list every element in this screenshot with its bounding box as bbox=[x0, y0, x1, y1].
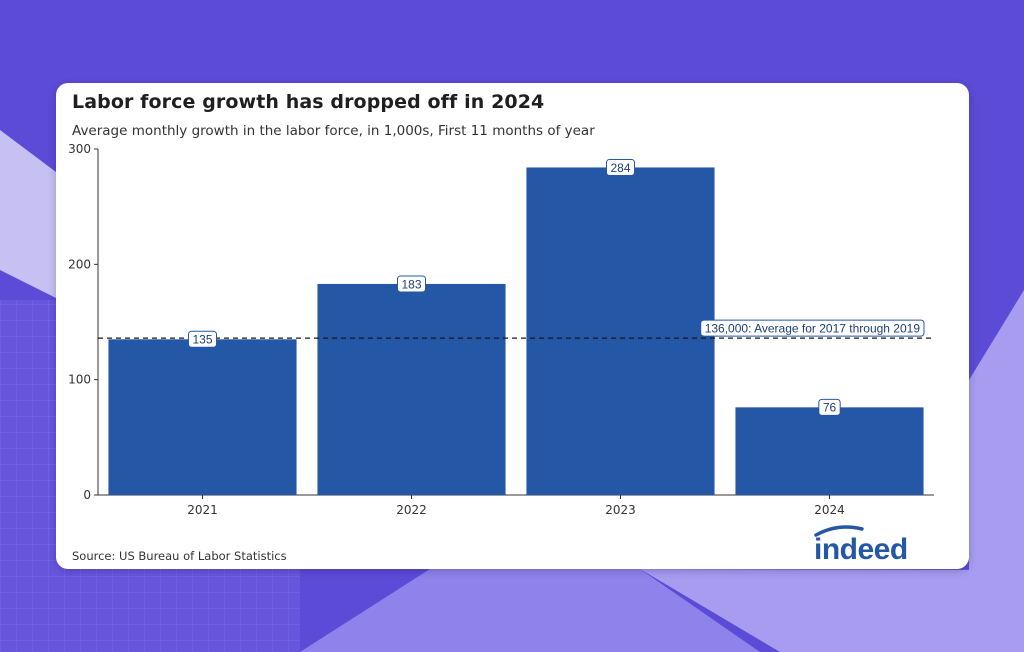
data-label-2024: 76 bbox=[818, 398, 841, 416]
x-tick-label-2023: 2023 bbox=[605, 503, 636, 517]
data-label-2021-text: 135 bbox=[192, 333, 212, 347]
data-label-2023-text: 284 bbox=[610, 161, 630, 175]
x-tick-label-2024: 2024 bbox=[814, 503, 845, 517]
indeed-logo: indeed bbox=[814, 525, 908, 563]
data-label-2021: 135 bbox=[187, 330, 218, 348]
data-label-2022-text: 183 bbox=[401, 277, 421, 291]
data-label-2022: 183 bbox=[396, 275, 427, 293]
chart-title: Labor force growth has dropped off in 20… bbox=[72, 91, 545, 113]
reference-line-label-text: 136,000: Average for 2017 through 2019 bbox=[705, 321, 921, 335]
logo-text: indeed bbox=[814, 533, 908, 563]
data-label-2022-box bbox=[396, 275, 427, 293]
y-tick-label: 100 bbox=[68, 373, 91, 387]
x-tick-label-2022: 2022 bbox=[396, 503, 427, 517]
data-label-2023-box bbox=[605, 158, 636, 176]
bar-chart: 0 100 200 300 2021 2022 2023 2024 136,000: Avera… bbox=[68, 142, 934, 517]
x-tick-label-2021: 2021 bbox=[187, 503, 218, 517]
bar-2022 bbox=[317, 283, 506, 495]
y-tick-label: 300 bbox=[68, 142, 91, 156]
reference-line-label-box bbox=[700, 319, 925, 337]
y-tick-label: 200 bbox=[68, 257, 91, 271]
data-label-2024-text: 76 bbox=[823, 401, 837, 415]
data-label-2023: 284 bbox=[605, 158, 636, 176]
bar-2023 bbox=[526, 167, 715, 495]
chart-subtitle: Average monthly growth in the labor forc… bbox=[72, 123, 595, 139]
source-note: Source: US Bureau of Labor Statistics bbox=[72, 549, 287, 563]
data-label-2021-box bbox=[187, 330, 218, 348]
reference-line-label: 136,000: Average for 2017 through 2019 bbox=[700, 319, 925, 337]
bar-2021 bbox=[108, 339, 297, 495]
bar-2024 bbox=[735, 407, 924, 495]
chart-card: Labor force growth has dropped off in 20… bbox=[56, 83, 969, 569]
data-label-2024-box bbox=[818, 398, 841, 416]
y-tick-label: 0 bbox=[83, 488, 91, 502]
